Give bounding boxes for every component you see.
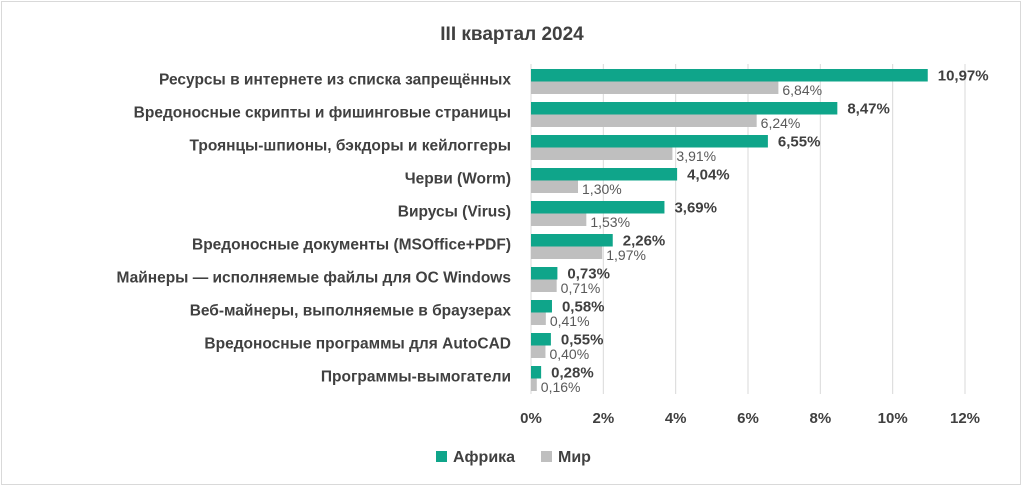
bar-africa [531,168,678,181]
legend-label-world: Мир [558,449,591,466]
x-tick-label: 8% [809,410,831,427]
bar-world [531,312,546,325]
data-label-world: 1,97% [606,247,646,263]
bar-world [531,213,587,226]
data-label-africa: 2,26% [623,233,666,250]
bar-world [531,180,579,193]
bar-africa [531,267,558,280]
bar-africa [531,333,551,346]
data-label-world: 0,16% [541,379,581,395]
data-label-africa: 0,55% [561,332,604,349]
category-label: Вредоносные скрипты и фишинговые страниц… [134,105,511,122]
category-label: Вредоносные программы для AutoCAD [204,336,511,353]
bar-africa [531,102,838,115]
data-label-world: 6,84% [782,82,822,98]
data-label-world: 0,40% [549,346,589,362]
data-label-africa: 8,47% [847,101,890,118]
data-label-africa: 3,69% [674,200,717,217]
x-tick-label: 6% [737,410,759,427]
data-label-africa: 0,58% [562,299,605,316]
bar-world [531,345,546,358]
category-label: Майнеры — исполняемые файлы для ОС Windo… [116,270,511,287]
data-label-world: 1,30% [582,181,622,197]
bar-world [531,279,557,292]
bar-africa [531,69,928,82]
bar-world [531,246,603,259]
x-tick-label: 12% [950,410,980,427]
category-label: Ресурсы в интернете из списка запрещённы… [159,72,511,89]
bar-africa [531,300,552,313]
bar-world [531,114,757,127]
category-label: Троянцы-шпионы, бэкдоры и кейлоггеры [189,138,511,155]
legend: Африка Мир [436,449,591,466]
data-label-world: 6,24% [761,115,801,131]
data-label-africa: 0,28% [551,365,594,382]
bar-africa [531,135,768,148]
category-label: Вирусы (Virus) [398,204,511,221]
category-label: Программы-вымогатели [321,369,511,386]
data-label-africa: 6,55% [778,134,821,151]
data-label-world: 1,53% [590,214,630,230]
category-label: Черви (Worm) [405,171,511,188]
category-label: Веб-майнеры, выполняемые в браузерах [190,303,512,320]
data-label-world: 3,91% [676,148,716,164]
x-tick-label: 4% [665,410,687,427]
x-tick-label: 2% [592,410,614,427]
bar-world [531,81,779,94]
legend-label-africa: Африка [453,449,515,466]
category-label: Вредоносные документы (MSOffice+PDF) [192,237,511,254]
category-labels: Ресурсы в интернете из списка запрещённы… [116,72,511,386]
chart-title: III квартал 2024 [440,24,584,45]
legend-swatch-world [541,451,552,462]
data-label-africa: 10,97% [938,68,989,85]
bar-africa [531,366,542,379]
x-tick-label: 10% [878,410,908,427]
data-label-africa: 4,04% [687,167,730,184]
data-label-world: 0,41% [550,313,590,329]
bars: 10,97% 6,84% 8,47% 6,24% 6,55% 3,91% 4,04% 1,30… [531,68,989,395]
bar-world [531,147,673,160]
data-label-africa: 0,73% [567,266,610,283]
data-label-world: 0,71% [561,280,601,296]
legend-swatch-africa [436,451,447,462]
bar-africa [531,234,613,247]
bar-africa [531,201,665,214]
bar-world [531,378,537,391]
x-tick-label: 0% [520,410,542,427]
x-tick-labels: 0% 2% 4% 6% 8% 10% 12% [520,410,980,427]
